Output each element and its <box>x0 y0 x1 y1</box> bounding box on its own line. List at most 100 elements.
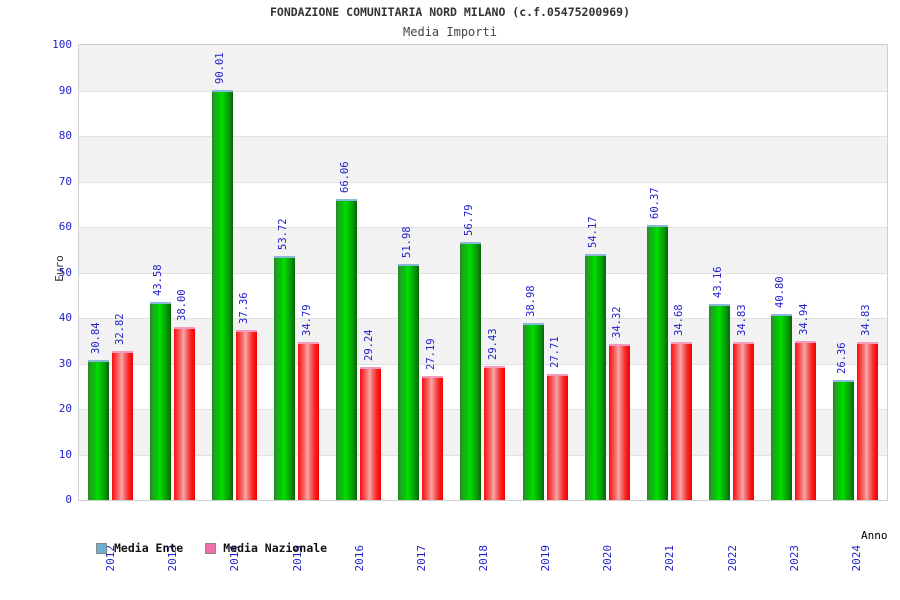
bar-cap <box>398 263 420 266</box>
bar-media-ente[interactable]: 51.98 <box>398 226 420 500</box>
bar-body <box>857 343 879 500</box>
legend-item[interactable]: Media Nazionale <box>205 541 327 555</box>
gridline <box>79 227 887 228</box>
gridline <box>79 272 887 274</box>
bar-cap <box>274 255 296 258</box>
bar-cap <box>460 241 482 244</box>
bar-media-nazionale[interactable]: 34.79 <box>298 304 320 500</box>
bar-group: 66.06 29.24 <box>328 45 390 500</box>
bar-body <box>235 332 257 500</box>
bar-media-nazionale[interactable]: 27.19 <box>422 339 444 500</box>
bar-group: 53.72 34.79 <box>265 45 327 500</box>
plot-band <box>79 45 887 91</box>
x-axis-label: Anno <box>861 529 888 542</box>
bar-media-nazionale[interactable]: 38.00 <box>173 290 195 500</box>
bar-media-ente[interactable]: 60.37 <box>646 188 668 500</box>
bar-cap <box>522 322 544 325</box>
bar-media-ente[interactable]: 90.01 <box>211 53 233 500</box>
bar-body <box>833 382 855 500</box>
bar-cap <box>111 350 133 353</box>
bar-body <box>173 329 195 500</box>
bar-value-label: 34.79 <box>300 304 313 336</box>
legend-item[interactable]: Media Ente <box>96 541 183 555</box>
x-tick-label: 2019 <box>539 545 553 572</box>
bar-body <box>646 227 668 500</box>
bar-media-ente[interactable]: 26.36 <box>833 342 855 500</box>
bar-value-label: 53.72 <box>276 217 289 250</box>
bar-value-label: 38.98 <box>525 285 538 317</box>
bar-value-label: 60.37 <box>649 187 662 220</box>
y-tick-label: 80 <box>58 129 72 142</box>
bar-body <box>584 255 606 500</box>
y-tick-label: 30 <box>58 356 72 370</box>
bar-value-label: 27.71 <box>549 336 562 368</box>
y-axis-tick-labels: 100 90 80 70 60 50 40 30 20 10 0 <box>8 38 72 506</box>
bar-media-nazionale[interactable]: 29.24 <box>360 329 382 500</box>
bar-cap <box>211 90 233 93</box>
bar-body <box>298 343 320 500</box>
bar-group: 51.98 27.19 <box>390 45 452 500</box>
bar-media-nazionale[interactable]: 34.83 <box>857 304 879 500</box>
legend-swatch-icon <box>96 542 107 554</box>
bar-body <box>771 316 793 500</box>
bar-group: 60.37 34.68 <box>638 45 700 500</box>
bar-value-label: 37.36 <box>238 292 251 325</box>
gridline <box>79 363 887 365</box>
legend-label: Media Ente <box>114 541 184 555</box>
x-tick-label: 2021 <box>663 545 677 572</box>
bar-group: 38.98 27.71 <box>514 45 576 500</box>
bar-value-label: 34.32 <box>611 306 624 338</box>
bar-media-ente[interactable]: 66.06 <box>336 162 358 500</box>
bar-body <box>398 265 420 500</box>
bar-cap <box>584 253 606 256</box>
y-tick-label: 0 <box>65 493 72 506</box>
bar-media-nazionale[interactable]: 37.36 <box>235 292 257 500</box>
bar-media-nazionale[interactable]: 34.32 <box>608 306 630 500</box>
gridline <box>79 318 887 319</box>
bar-body <box>149 303 171 500</box>
bar-cap <box>298 341 320 344</box>
bar-value-label: 29.24 <box>362 329 375 361</box>
bar-media-nazionale[interactable]: 29.43 <box>484 328 506 500</box>
bar-media-ente[interactable]: 56.79 <box>460 204 482 500</box>
y-tick-label: 100 <box>52 38 72 51</box>
bar-media-ente[interactable]: 30.84 <box>87 322 109 500</box>
bar-media-nazionale[interactable]: 34.94 <box>795 303 817 500</box>
bar-cap <box>546 373 568 376</box>
bar-body <box>522 324 544 500</box>
bar-body <box>422 378 444 500</box>
bar-value-label: 34.94 <box>797 303 810 336</box>
bar-value-label: 43.58 <box>152 264 165 296</box>
bar-media-nazionale[interactable]: 34.83 <box>733 304 755 500</box>
bar-media-ente[interactable]: 43.16 <box>709 266 731 500</box>
bar-body <box>211 92 233 500</box>
x-tick-label: 2020 <box>601 545 615 572</box>
bar-cap <box>608 343 630 346</box>
bar-cap <box>795 341 817 344</box>
bar-media-ente[interactable]: 38.98 <box>522 285 544 500</box>
bar-media-ente[interactable]: 43.58 <box>149 264 171 500</box>
bar-media-nazionale[interactable]: 34.68 <box>670 305 692 500</box>
bar-media-nazionale[interactable]: 32.82 <box>111 313 133 500</box>
bar-cap <box>733 341 755 344</box>
bar-value-label: 51.98 <box>400 225 413 258</box>
bar-value-label: 38.00 <box>176 289 189 322</box>
bar-media-ente[interactable]: 53.72 <box>274 218 296 500</box>
bar-value-label: 30.84 <box>90 322 103 354</box>
x-tick-label: 2022 <box>725 545 739 572</box>
bar-value-label: 34.83 <box>859 303 872 336</box>
bar-cap <box>771 314 793 317</box>
bar-value-label: 26.36 <box>835 342 848 375</box>
bar-cap <box>857 341 879 344</box>
chart-title: FONDAZIONE COMUNITARIA NORD MILANO (c.f.… <box>269 5 631 19</box>
bar-body <box>360 368 382 500</box>
bar-body <box>733 343 755 500</box>
bar-cap <box>235 330 257 333</box>
bar-value-label: 90.01 <box>214 52 227 85</box>
bar-media-ente[interactable]: 54.17 <box>584 216 606 500</box>
x-tick-label: 2016 <box>352 545 366 572</box>
bar-media-ente[interactable]: 40.80 <box>771 277 793 500</box>
bar-media-nazionale[interactable]: 27.71 <box>546 336 568 500</box>
bar-body <box>670 344 692 500</box>
legend-label: Media Nazionale <box>223 541 328 555</box>
